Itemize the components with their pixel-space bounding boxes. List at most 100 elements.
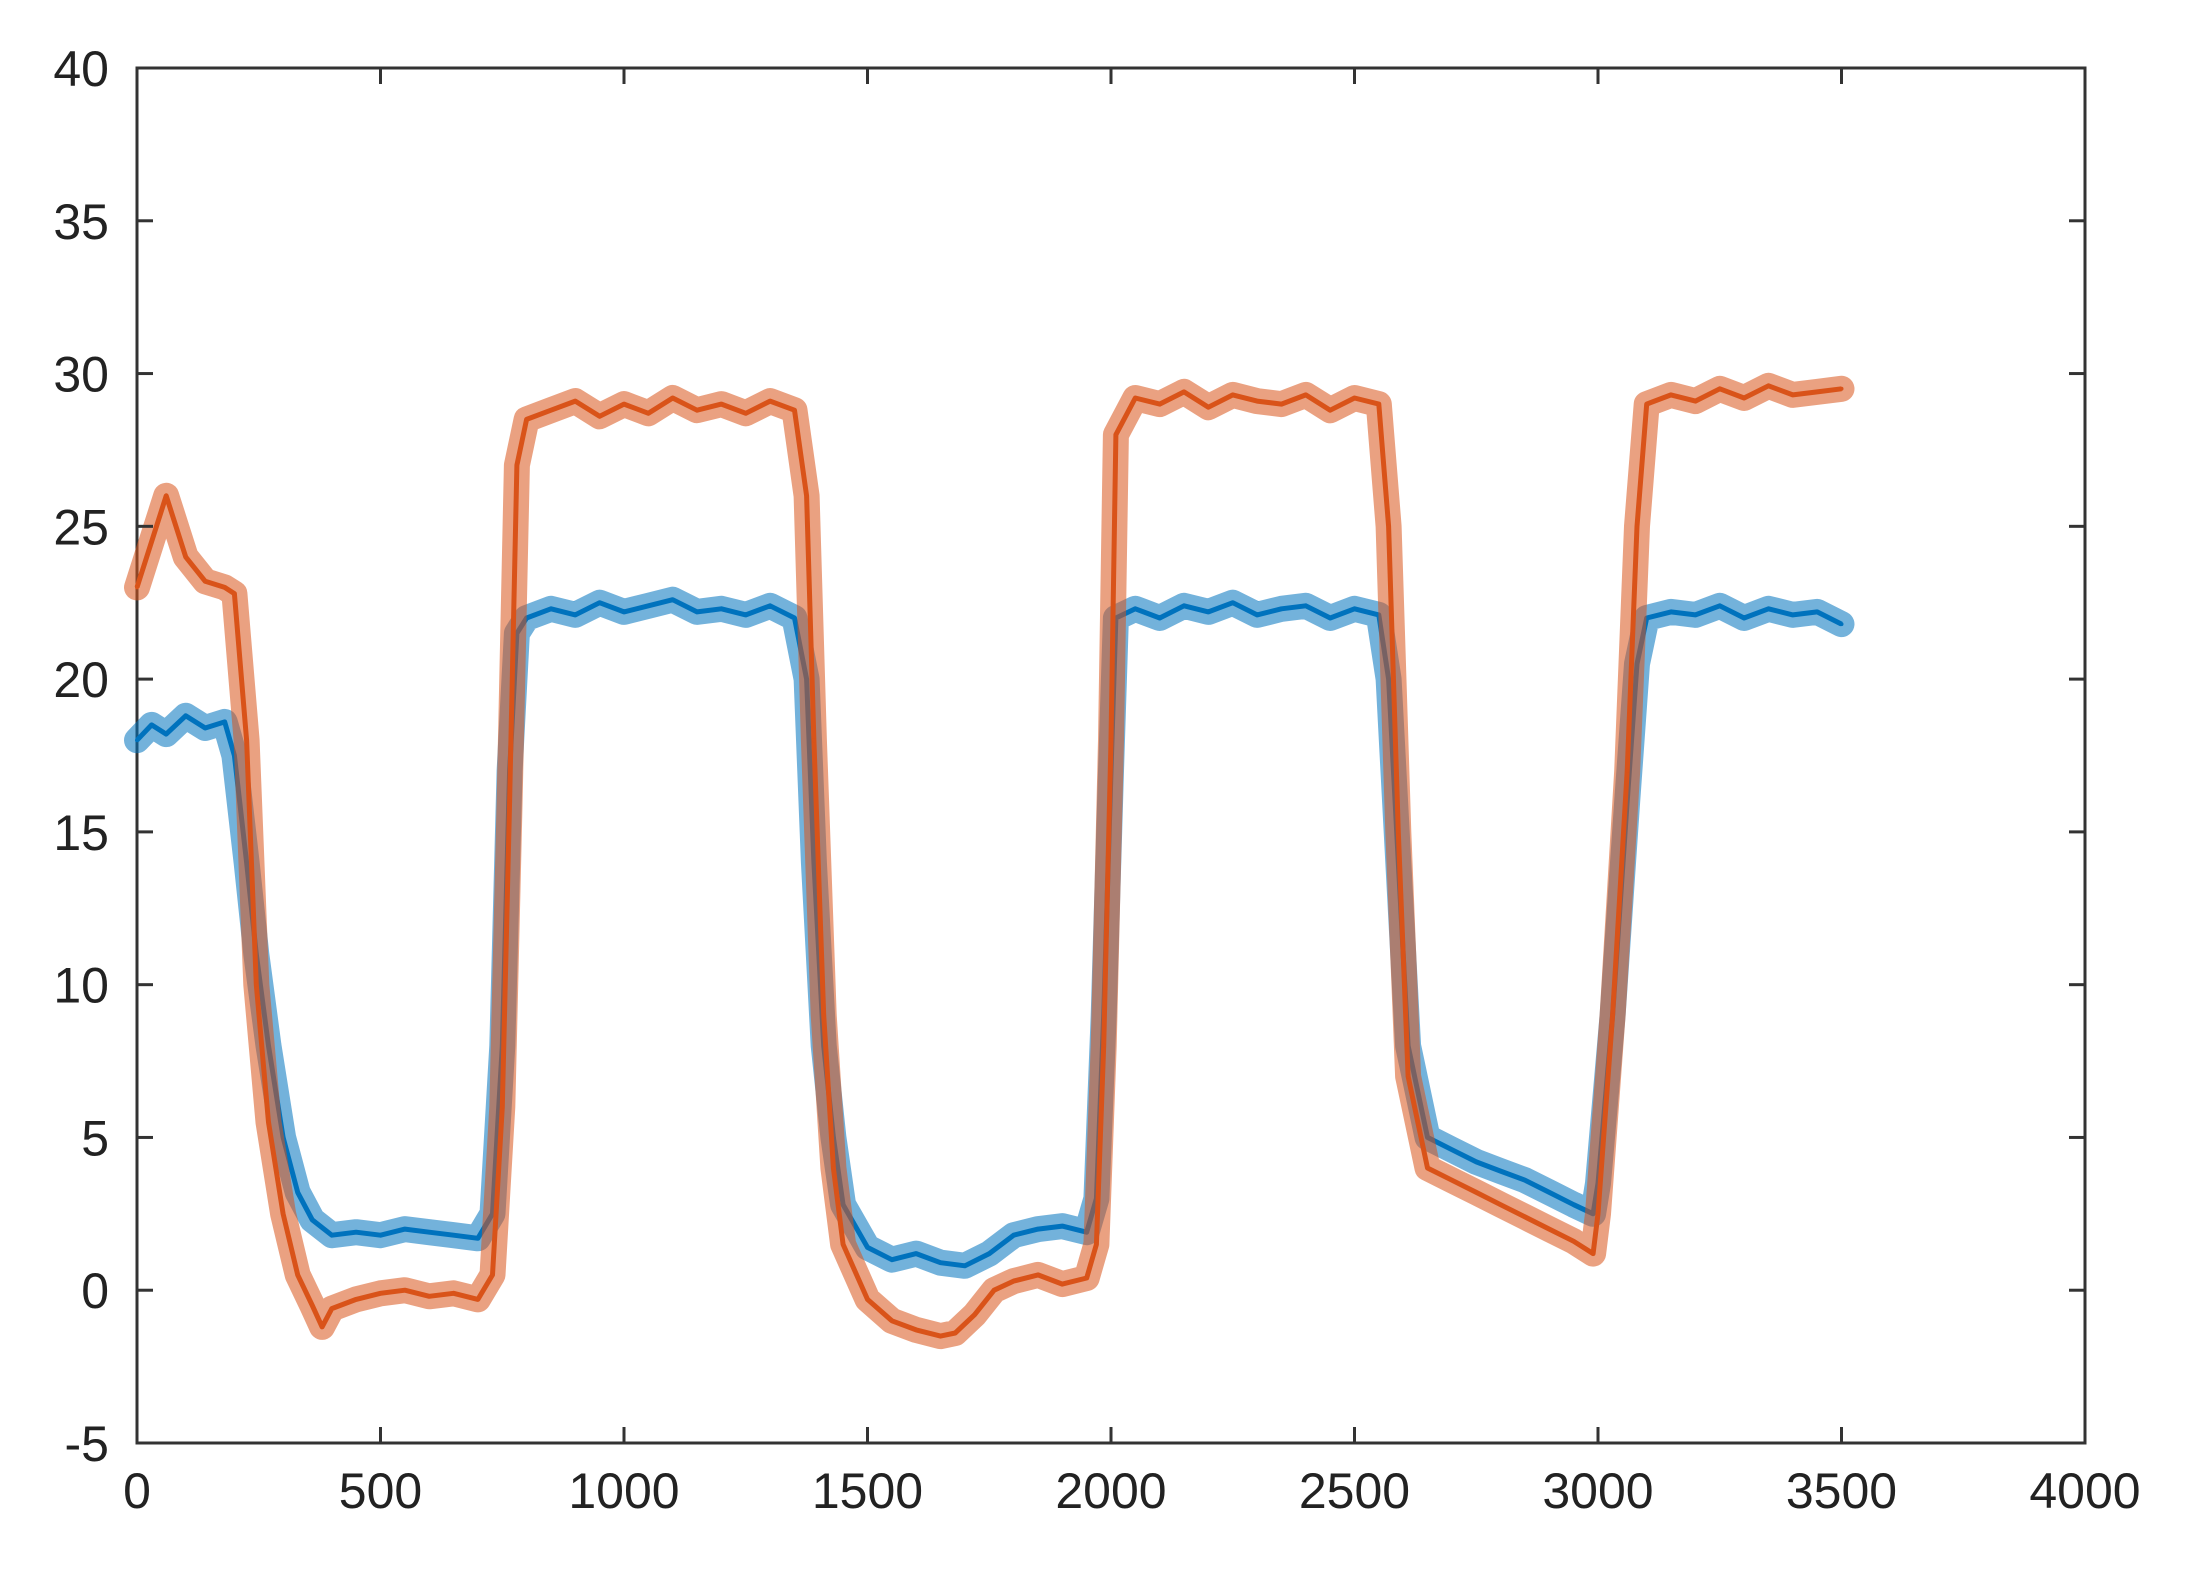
series-2-point [1635, 524, 1639, 529]
series-1-point [203, 726, 208, 730]
series-2-point [743, 411, 748, 416]
series-1-point [646, 603, 651, 608]
y-tick-label: 5 [81, 1110, 109, 1166]
series-1-point [622, 609, 626, 614]
y-tick-label: 40 [53, 41, 109, 97]
series-1-point [427, 1230, 432, 1235]
series-1-point [1815, 609, 1820, 614]
series-1-point [1279, 606, 1284, 611]
series-2-point [490, 1272, 495, 1277]
series-2-point [1352, 396, 1357, 400]
series-1-point [1206, 609, 1211, 614]
series-2-point [354, 1297, 359, 1302]
series-2-point [281, 1211, 286, 1216]
series-2-point [1644, 402, 1649, 407]
x-tick-label: 2500 [1299, 1463, 1410, 1519]
series-2-point [1547, 1227, 1552, 1232]
series-2-point [524, 417, 529, 422]
series-2-point [310, 1303, 315, 1308]
series-1-point [1523, 1178, 1527, 1183]
series-2-point [1386, 524, 1391, 529]
series-2-point [295, 1272, 300, 1277]
series-2-point [1328, 408, 1333, 413]
series-2-point [183, 554, 188, 559]
series-1-point [1498, 1169, 1503, 1174]
series-1-point [1230, 600, 1235, 605]
series-1-point [597, 600, 602, 605]
x-tick-label: 2000 [1055, 1463, 1166, 1519]
x-tick-label: 0 [123, 1463, 151, 1519]
series-2-point [1109, 738, 1113, 743]
series-2-point [1766, 383, 1771, 388]
series-2-point [1669, 392, 1673, 397]
series-2-point [514, 463, 519, 468]
series-2-point [953, 1331, 958, 1335]
series-1-point [1790, 612, 1795, 617]
series-2-point [646, 411, 651, 416]
series-2-point [475, 1297, 480, 1302]
series-2-point [1406, 1074, 1411, 1079]
series-1-point [743, 612, 748, 617]
series-1-point [1766, 606, 1771, 611]
y-tick-label: 25 [53, 499, 109, 555]
axis-layer: 0 500 1000 1500 2000 2500 3000 3500 4000-5051015… [53, 41, 2140, 1519]
series-2-point [1717, 386, 1722, 391]
series-2-point [1157, 402, 1162, 407]
series-1-point [183, 713, 188, 718]
series-2-point [1036, 1272, 1040, 1277]
series-2-point [1182, 389, 1186, 394]
series-2-point [889, 1318, 894, 1323]
series-2-point [1693, 399, 1698, 404]
series-2-point [1610, 1013, 1615, 1018]
x-tick-label: 3000 [1542, 1463, 1653, 1519]
series-1-point [149, 722, 154, 727]
series-2-point [266, 1120, 271, 1125]
series-2-point [1376, 402, 1381, 407]
series-1-point [1742, 616, 1747, 620]
series-2-point [329, 1306, 334, 1311]
series-2-point [1571, 1239, 1576, 1244]
series-2-point [1101, 1043, 1106, 1048]
series-2-point [451, 1291, 456, 1296]
series-2-point [1084, 1276, 1089, 1280]
series-2-point [1060, 1282, 1065, 1287]
series-2-point [695, 408, 699, 413]
series-1-point [549, 606, 553, 611]
series-2-point [841, 1242, 846, 1247]
series-2-point [768, 399, 773, 404]
series-1-point [1328, 616, 1333, 620]
series-2-point [670, 396, 675, 400]
series-1-point [1547, 1190, 1552, 1195]
series-2-point [149, 539, 154, 544]
series-2-point [1591, 1251, 1596, 1256]
series-2-point [831, 1166, 836, 1170]
y-tick-label: -5 [65, 1416, 109, 1472]
series-2-point [1498, 1202, 1503, 1207]
series-2-point [804, 493, 809, 498]
series-2-point [1279, 402, 1284, 407]
series-1-point [1255, 612, 1260, 617]
series-2-point [792, 408, 797, 413]
series-2-point [1449, 1178, 1454, 1183]
series-2-point [914, 1327, 919, 1332]
series-1-point [938, 1260, 943, 1265]
series-1-point [402, 1227, 407, 1232]
series-1-point [1182, 603, 1186, 608]
series-1-point [378, 1233, 383, 1238]
series-2-point [811, 738, 816, 743]
series-2-point [1206, 405, 1211, 410]
series-1-point [768, 603, 773, 608]
series-1-point [295, 1190, 300, 1195]
series-1-point [1693, 612, 1698, 617]
series-1-point [573, 612, 578, 617]
series-1-point [1449, 1147, 1454, 1152]
y-tick-label: 10 [53, 958, 109, 1014]
y-tick-label: 15 [53, 805, 109, 861]
series-1-point [1571, 1202, 1576, 1207]
series-1-point [1303, 603, 1308, 608]
series-1-point [719, 606, 724, 611]
series-2-point [1011, 1279, 1016, 1284]
series-1-point [1352, 606, 1357, 611]
